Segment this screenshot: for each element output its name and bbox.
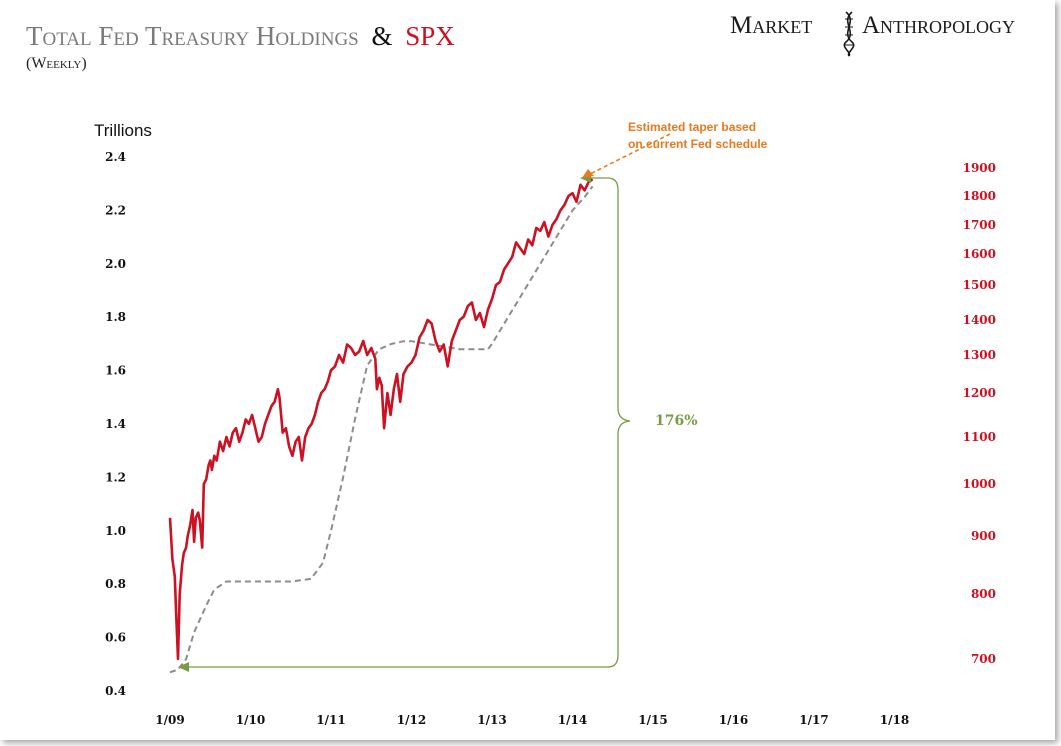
- series-line-spx: [168, 178, 594, 661]
- x-tick-label: 1/09: [155, 713, 184, 727]
- right-tick-label: 800: [971, 587, 996, 601]
- x-tick-label: 1/17: [799, 713, 828, 727]
- title-ampersand: &: [372, 21, 393, 51]
- left-axis-ticks: 2.4 2.2 2.0 1.8 1.6 1.4 1.2 1.0 0.8 0.6 0.4: [105, 150, 126, 698]
- x-tick-label: 1/10: [236, 713, 265, 727]
- right-tick-label: 1300: [963, 348, 996, 362]
- left-tick-label: 0.8: [105, 577, 126, 591]
- left-tick-label: 1.6: [105, 364, 126, 378]
- chart-subtitle: (Weekly): [26, 55, 87, 72]
- left-tick-label: 0.4: [105, 684, 126, 698]
- left-tick-label: 1.4: [105, 417, 126, 431]
- left-tick-label: 2.2: [105, 203, 126, 217]
- right-tick-label: 1900: [963, 161, 996, 175]
- title-treasury: Total Fed Treasury Holdings: [26, 21, 359, 51]
- brand-word-anthropology: Anthropology: [862, 12, 1015, 39]
- right-tick-label: 900: [971, 529, 996, 543]
- left-tick-label: 1.2: [105, 470, 126, 484]
- x-tick-label: 1/16: [719, 713, 748, 727]
- title-spx: SPX: [405, 21, 455, 51]
- series-line-treasury: [169, 185, 594, 674]
- x-tick-label: 1/15: [638, 713, 667, 727]
- right-tick-label: 1200: [963, 386, 996, 400]
- right-tick-label: 1700: [963, 218, 996, 232]
- x-tick-label: 1/18: [880, 713, 909, 727]
- dna-icon: [843, 11, 855, 57]
- right-tick-label: 1100: [963, 430, 996, 444]
- right-axis-ticks: 1900 1800 1700 1600 1500 1400 1300 1200 1100 1000…: [963, 161, 996, 666]
- left-tick-label: 1.8: [105, 310, 126, 324]
- x-tick-label: 1/11: [316, 713, 345, 727]
- x-axis-ticks: 1/09 1/10 1/11 1/12 1/13 1/14 1/15 1/16 1/17 1/18: [155, 713, 909, 727]
- left-tick-label: 2.0: [105, 257, 126, 271]
- left-tick-label: 1.0: [105, 524, 126, 538]
- right-tick-label: 700: [971, 652, 996, 666]
- y-axis-label: Trillions: [94, 121, 152, 140]
- annotation-176pct: 176%: [655, 413, 698, 429]
- arrow-taper: [582, 133, 671, 178]
- right-tick-label: 1000: [963, 477, 996, 491]
- right-tick-label: 1400: [963, 313, 996, 327]
- x-tick-label: 1/12: [397, 713, 426, 727]
- left-tick-label: 2.4: [105, 150, 126, 164]
- right-tick-label: 1800: [963, 189, 996, 203]
- left-tick-label: 0.6: [105, 631, 126, 645]
- brand-word-market: Market: [730, 12, 812, 39]
- right-tick-label: 1600: [963, 247, 996, 261]
- annotation-taper-line2: on current Fed schedule: [628, 137, 768, 151]
- x-tick-label: 1/13: [477, 713, 506, 727]
- annotation-taper-line1: Estimated taper based: [628, 120, 756, 134]
- right-tick-label: 1500: [963, 278, 996, 292]
- x-tick-label: 1/14: [558, 713, 587, 727]
- chart-title: Total Fed Treasury Holdings & SPX: [26, 21, 455, 51]
